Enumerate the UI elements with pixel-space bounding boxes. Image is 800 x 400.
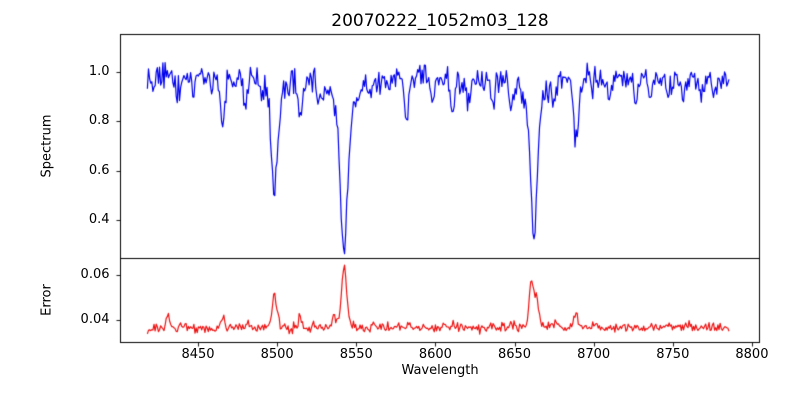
y-tick-label: 0.8 [88,113,110,129]
y-tick-label: 0.6 [88,162,110,178]
y-tick-label: 1.0 [88,63,110,79]
x-tick-label: 8600 [418,347,452,362]
figure-title: 20070222_1052m03_128 [331,11,549,31]
y-tick-label: 0.4 [88,212,110,227]
x-tick-label: 8800 [735,347,769,362]
x-tick-label: 8750 [656,347,690,362]
x-tick-label: 8500 [260,347,294,362]
x-tick-label: 8700 [577,347,611,362]
y-axis-label-error: Error [39,284,55,316]
x-tick-label: 8650 [497,347,532,362]
x-axis-label: Wavelength [401,363,479,378]
x-tick-label: 8550 [339,347,373,362]
x-tick-label: 8450 [181,347,215,362]
y-tick-label: 0.04 [80,312,110,328]
y-axis-label-spectrum: Spectrum [39,114,55,178]
y-tick-label: 0.06 [80,267,110,283]
